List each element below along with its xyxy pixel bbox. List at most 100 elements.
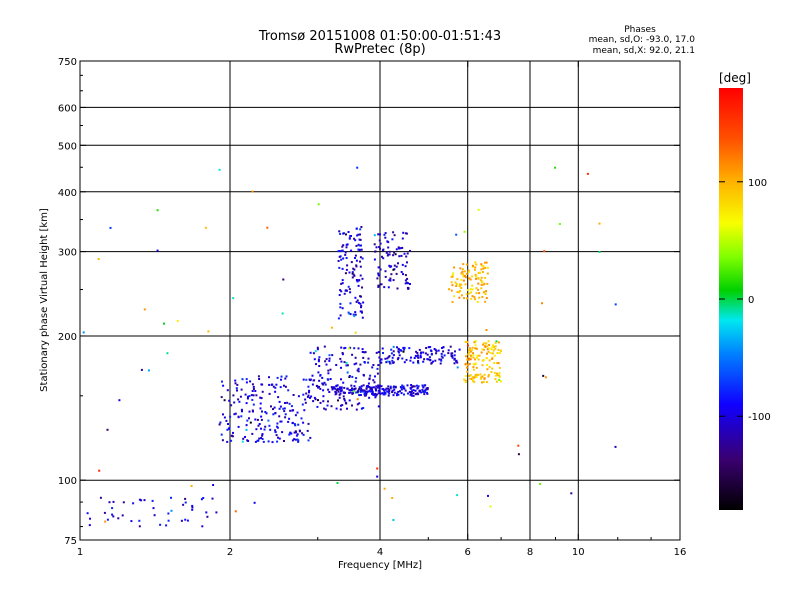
data-point (246, 419, 249, 422)
data-point (297, 423, 300, 426)
data-point (357, 370, 360, 373)
data-point (359, 363, 362, 366)
data-point (451, 275, 454, 278)
data-point (352, 313, 355, 316)
data-point (319, 387, 322, 390)
data-point (342, 232, 345, 235)
data-point (381, 388, 384, 391)
data-point (351, 392, 354, 395)
data-point (265, 412, 268, 415)
data-point (349, 291, 352, 294)
data-point (334, 390, 337, 393)
data-point (490, 371, 493, 373)
data-point (377, 384, 380, 387)
data-point (479, 373, 482, 376)
data-point (268, 376, 270, 379)
data-point (389, 385, 392, 388)
data-point (362, 301, 365, 304)
data-point (365, 387, 368, 390)
data-point (350, 249, 353, 252)
data-point (380, 385, 383, 388)
data-point (478, 296, 481, 299)
data-point (427, 346, 430, 349)
data-point (372, 364, 375, 366)
data-point (429, 349, 432, 352)
data-point (406, 277, 409, 280)
data-point (310, 395, 313, 398)
data-point (395, 265, 398, 268)
data-point (245, 428, 248, 431)
data-point (322, 400, 325, 403)
data-point (462, 275, 465, 278)
data-point (275, 383, 278, 386)
data-point (377, 405, 380, 408)
y-tick-label: 300 (58, 248, 77, 259)
data-point (483, 373, 486, 376)
x-tick-label: 4 (377, 547, 383, 558)
data-point (498, 372, 501, 374)
data-point (497, 362, 500, 365)
data-point (369, 387, 372, 390)
data-point (474, 261, 477, 264)
data-point (398, 247, 401, 250)
data-point (252, 403, 255, 406)
data-point (470, 355, 473, 358)
data-point (357, 367, 360, 370)
data-point (306, 395, 309, 398)
data-point (391, 497, 394, 499)
data-point (355, 259, 358, 262)
data-point (517, 453, 520, 456)
data-point (345, 257, 348, 259)
data-point (317, 399, 319, 402)
data-point (470, 378, 473, 380)
data-point (379, 247, 381, 250)
data-point (488, 366, 491, 368)
data-point (358, 402, 361, 405)
data-point (460, 294, 463, 297)
data-point (469, 377, 472, 380)
data-point (272, 408, 274, 411)
data-point (376, 367, 379, 370)
data-point (614, 303, 617, 306)
data-point (394, 386, 397, 389)
data-point (359, 260, 361, 263)
data-point (340, 389, 343, 392)
data-point (233, 401, 236, 404)
data-point (220, 433, 223, 436)
data-point (330, 405, 333, 408)
data-point (283, 384, 285, 387)
data-point (252, 410, 254, 413)
data-point (486, 364, 489, 366)
data-point (424, 390, 427, 393)
data-point (458, 348, 461, 351)
data-point (278, 415, 281, 418)
data-point (339, 386, 341, 389)
data-point (348, 237, 351, 240)
data-point (475, 292, 478, 295)
x-tick-label: 10 (572, 547, 585, 558)
data-point (375, 246, 378, 249)
data-point (385, 251, 388, 254)
data-point (403, 361, 406, 364)
data-point (245, 381, 248, 384)
data-point (278, 407, 281, 410)
data-point (473, 296, 476, 299)
data-point (377, 272, 380, 275)
data-point (383, 391, 386, 394)
data-point (517, 444, 520, 447)
data-point (309, 378, 312, 381)
data-point (260, 418, 263, 421)
data-point (362, 384, 365, 387)
phase-stats-o: mean, sd,O: -93.0, 17.0 (589, 35, 696, 45)
data-point (488, 344, 491, 346)
data-point (392, 361, 395, 364)
data-point (357, 248, 360, 251)
data-point (379, 242, 382, 245)
data-point (413, 357, 416, 359)
data-point (413, 385, 416, 388)
data-point (426, 358, 429, 361)
data-point (364, 394, 367, 397)
data-point (478, 271, 481, 274)
data-point (486, 266, 489, 269)
data-point (456, 278, 459, 281)
